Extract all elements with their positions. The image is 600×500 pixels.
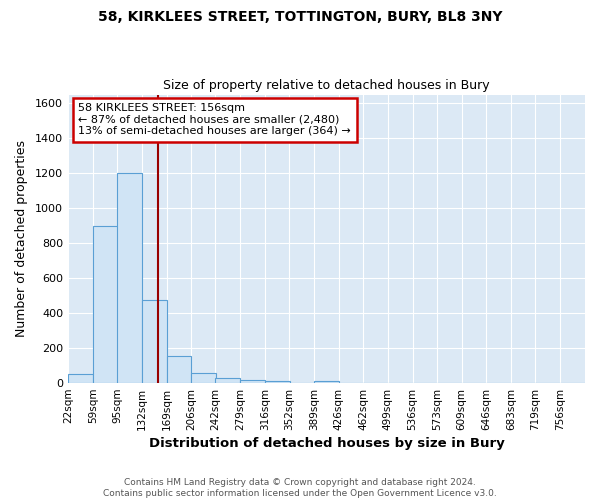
- Bar: [215, 378, 240, 383]
- Text: 58 KIRKLEES STREET: 156sqm
← 87% of detached houses are smaller (2,480)
13% of s: 58 KIRKLEES STREET: 156sqm ← 87% of deta…: [78, 103, 351, 136]
- Bar: [240, 380, 265, 383]
- Bar: [314, 381, 339, 383]
- Title: Size of property relative to detached houses in Bury: Size of property relative to detached ho…: [163, 79, 490, 92]
- Bar: [117, 173, 142, 383]
- Bar: [265, 381, 290, 383]
- Bar: [93, 226, 118, 383]
- Text: 58, KIRKLEES STREET, TOTTINGTON, BURY, BL8 3NY: 58, KIRKLEES STREET, TOTTINGTON, BURY, B…: [98, 10, 502, 24]
- Bar: [68, 374, 93, 383]
- Bar: [142, 300, 167, 383]
- Bar: [167, 356, 191, 383]
- Bar: [191, 374, 216, 383]
- X-axis label: Distribution of detached houses by size in Bury: Distribution of detached houses by size …: [149, 437, 505, 450]
- Text: Contains HM Land Registry data © Crown copyright and database right 2024.
Contai: Contains HM Land Registry data © Crown c…: [103, 478, 497, 498]
- Y-axis label: Number of detached properties: Number of detached properties: [15, 140, 28, 338]
